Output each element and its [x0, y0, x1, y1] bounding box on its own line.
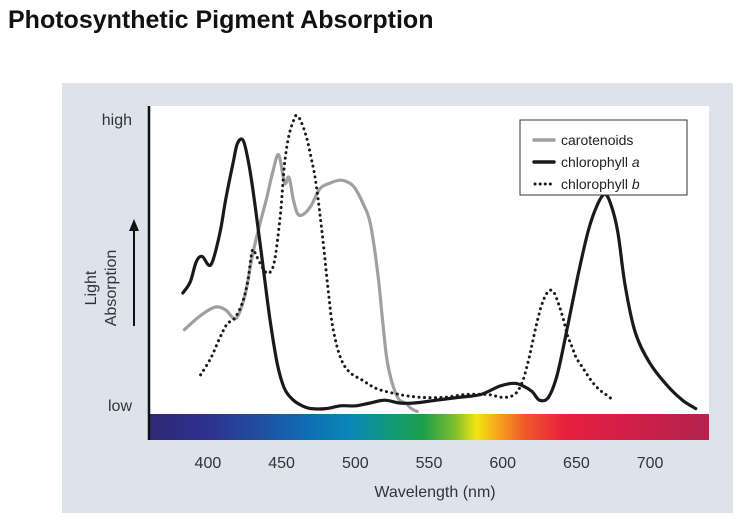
x-tick-label-500: 500: [342, 455, 369, 472]
chart-panel: high low Light Absorption 400 450 500 550 60…: [62, 83, 733, 513]
y-axis-title: Light Absorption: [83, 250, 120, 327]
absorption-chart: high low Light Absorption 400 450 500 550 60…: [83, 106, 709, 501]
x-tick-label-700: 700: [637, 455, 664, 472]
x-tick-label-650: 650: [563, 455, 590, 472]
legend-item-chlorophyll-a: chlorophyll a: [532, 154, 640, 170]
y-high-label: high: [102, 112, 132, 129]
x-tick-label-600: 600: [489, 455, 516, 472]
spectrum-bar: [149, 414, 709, 440]
x-tick-labels: 400 450 500 550 600 650 700: [195, 455, 664, 472]
legend-items: carotenoids chlorophyll a chlorophyll b: [532, 132, 640, 192]
x-tick-label-550: 550: [416, 455, 443, 472]
page-title: Photosynthetic Pigment Absorption: [8, 6, 434, 34]
x-tick-label-450: 450: [268, 455, 295, 472]
legend-item-carotenoids: carotenoids: [532, 132, 633, 148]
y-axis-title-line-2: Absorption: [103, 250, 120, 327]
legend-item-chlorophyll-b: chlorophyll b: [533, 176, 640, 192]
legend-box: [519, 119, 688, 196]
y-low-label: low: [108, 398, 132, 415]
y-axis-arrow: [129, 219, 139, 326]
legend-label-carotenoids: carotenoids: [561, 132, 633, 148]
x-tick-label-400: 400: [195, 455, 222, 472]
legend: carotenoids chlorophyll a chlorophyll b: [519, 119, 688, 196]
legend-label-chlorophyll-b: chlorophyll b: [561, 176, 640, 192]
legend-label-chlorophyll-a: chlorophyll a: [561, 154, 640, 170]
y-axis-title-line-1: Light: [83, 270, 100, 305]
carotenoids-curve: [182, 153, 419, 414]
x-axis-title: Wavelength (nm): [374, 484, 495, 501]
chlorophyll-b-curve: [199, 113, 615, 402]
y-axis-arrow-head: [129, 219, 139, 231]
